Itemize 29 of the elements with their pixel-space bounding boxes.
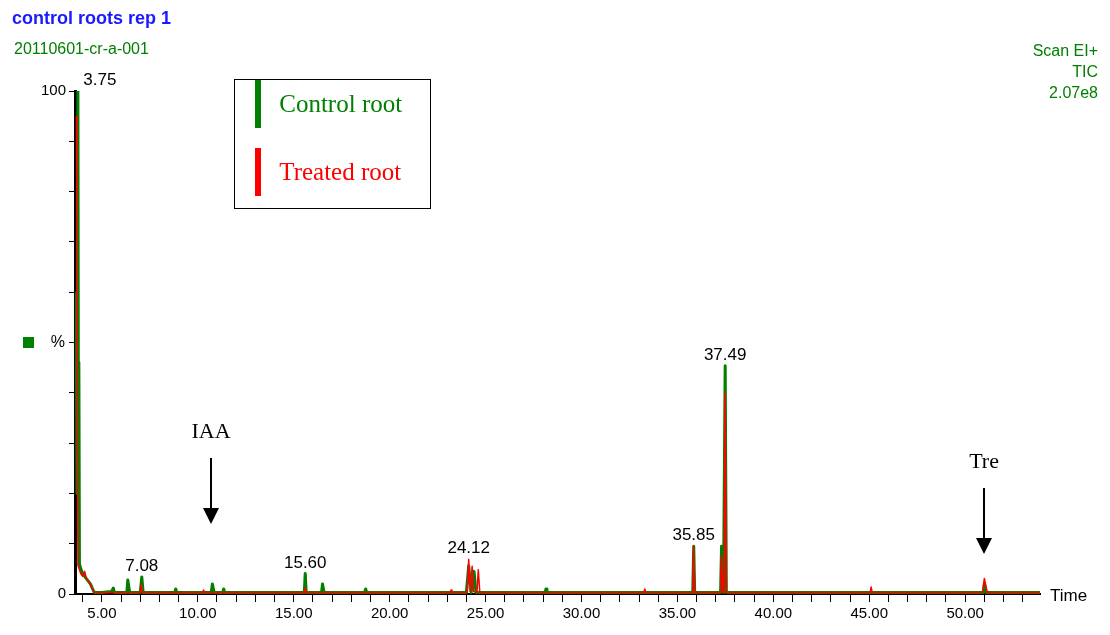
text: 2.07e8 xyxy=(1048,83,1098,103)
annotation: 37.49 xyxy=(703,344,747,364)
y-tick-label: 100 xyxy=(41,81,67,99)
x-tick-label: 40.00 xyxy=(754,604,793,622)
x-tick-label: 20.00 xyxy=(370,604,409,622)
chart-subtitle: 20110601-cr-a-001 xyxy=(14,40,149,58)
x-tick-label: 50.00 xyxy=(946,604,984,622)
annotation: 3.75 xyxy=(83,70,117,90)
annotation: IAA xyxy=(190,417,232,444)
annotation: 15.60 xyxy=(283,552,327,572)
x-tick-label: 5.00 xyxy=(87,604,117,622)
annotation: Tre xyxy=(968,447,1000,474)
x-tick-label: 45.00 xyxy=(850,604,889,622)
annotation: 35.85 xyxy=(672,525,715,545)
x-axis-title: Time xyxy=(1050,585,1088,605)
text: Scan EI+ xyxy=(1032,41,1098,61)
legend-label: Treated root xyxy=(279,158,402,186)
y-axis-title: % xyxy=(50,332,66,350)
y-tick-label: 0 xyxy=(57,584,67,602)
x-tick-label: 35.00 xyxy=(658,604,697,622)
annotation: 7.08 xyxy=(125,556,159,576)
x-tick-label: 15.00 xyxy=(274,604,313,622)
x-tick-label: 10.00 xyxy=(179,604,217,622)
legend-label: Control root xyxy=(279,90,403,118)
x-tick-label: 30.00 xyxy=(562,604,601,622)
text: TIC xyxy=(1071,62,1098,82)
annotation: 24.12 xyxy=(447,538,490,558)
x-tick-label: 25.00 xyxy=(466,604,505,622)
chart-title: control roots rep 1 xyxy=(12,8,172,29)
